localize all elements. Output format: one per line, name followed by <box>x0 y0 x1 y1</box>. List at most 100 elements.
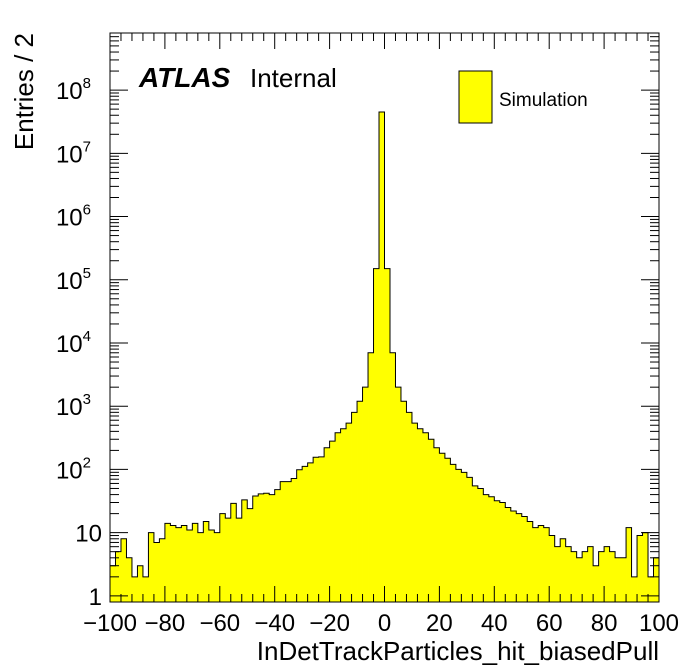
histogram-bar <box>648 576 654 602</box>
histogram-bar <box>280 481 287 602</box>
histogram-bar <box>527 521 534 602</box>
histogram-bar <box>159 538 166 602</box>
x-tick-label: −80 <box>145 610 186 637</box>
histogram-bar <box>192 523 199 602</box>
histogram-bar <box>417 428 424 602</box>
histogram-bar <box>247 508 254 602</box>
y-tick-label: 104 <box>56 328 91 358</box>
histogram-bar <box>400 401 407 602</box>
x-axis-ticks: −100 −80 −60 −40 −20 0 20 40 60 80 100 <box>83 33 679 637</box>
histogram-bar <box>466 477 473 602</box>
histogram-bar <box>428 439 435 602</box>
histogram-bar <box>230 503 237 602</box>
x-axis-title: InDetTrackParticles_hit_biasedPull <box>257 636 659 666</box>
histogram-bar <box>631 576 638 602</box>
histogram-bar <box>653 557 660 602</box>
y-tick-label: 102 <box>56 454 91 484</box>
histogram-bar <box>357 401 363 602</box>
histogram-bar <box>406 412 413 602</box>
histogram-bar <box>148 532 155 602</box>
histogram-bar <box>236 518 243 602</box>
histogram-bar <box>379 112 385 603</box>
x-tick-label: −40 <box>254 610 295 637</box>
y-tick-label: 103 <box>56 391 91 421</box>
histogram-bar <box>389 352 396 602</box>
histogram-bar <box>395 387 402 602</box>
histogram-bar <box>285 481 292 602</box>
histogram-bar <box>153 542 160 602</box>
histogram-bar <box>510 511 517 602</box>
histogram-bar <box>142 576 149 602</box>
histogram-bar <box>439 453 446 602</box>
x-tick-label: −20 <box>309 610 350 637</box>
histogram-bar <box>302 466 309 602</box>
histogram-bar <box>274 489 281 602</box>
histogram-bar <box>313 457 320 602</box>
histogram-bar <box>499 502 506 602</box>
histogram-bar <box>565 546 572 602</box>
histogram-bar <box>532 527 539 602</box>
histogram-bar <box>307 462 314 602</box>
x-tick-label: 80 <box>591 610 618 637</box>
histogram-bar <box>626 527 632 602</box>
histogram-bar <box>615 557 621 602</box>
histogram-bar <box>291 478 298 602</box>
histogram-bar <box>477 488 484 602</box>
histogram-bar <box>488 496 495 602</box>
x-tick-label: 40 <box>481 610 508 637</box>
histogram-bars <box>110 112 660 603</box>
x-tick-label: 0 <box>378 610 391 637</box>
y-tick-label: 108 <box>56 75 91 105</box>
histogram-bar <box>411 423 418 602</box>
histogram-bar <box>120 538 127 602</box>
histogram-bar <box>170 525 177 602</box>
histogram-bar <box>269 494 276 602</box>
x-tick-label: 20 <box>426 610 453 637</box>
histogram-bar <box>543 527 550 602</box>
histogram-bar <box>208 530 215 602</box>
atlas-sublabel: Internal <box>250 63 337 93</box>
histogram-bar <box>225 518 232 602</box>
histogram-bar <box>131 576 138 602</box>
histogram-bar <box>422 432 429 602</box>
histogram-bar <box>609 551 616 602</box>
y-axis-title: Entries / 2 <box>9 33 39 150</box>
y-axis-ticks: 1 10 102 103 104 105 106 107 108 <box>56 32 659 611</box>
histogram-bar <box>516 513 523 602</box>
y-tick-label: 1 <box>89 584 102 611</box>
y-tick-label: 105 <box>56 265 91 295</box>
legend: Simulation <box>458 70 588 124</box>
histogram-bar <box>258 493 265 602</box>
histogram-bar <box>433 447 440 602</box>
histogram-bar <box>175 527 182 602</box>
histogram-bar <box>203 521 210 602</box>
y-tick-label: 106 <box>56 202 91 232</box>
histogram-bar <box>593 565 600 602</box>
histogram-bar <box>219 513 226 602</box>
histogram-bar <box>137 565 144 602</box>
y-tick-label: 107 <box>56 138 91 168</box>
histogram-bar <box>444 458 451 602</box>
histogram-bar <box>252 496 259 602</box>
atlas-label: ATLAS <box>138 62 231 93</box>
y-tick-label: 10 <box>75 521 102 548</box>
x-tick-label: −100 <box>83 610 137 637</box>
histogram-bar <box>571 551 578 602</box>
histogram-bar <box>582 551 589 602</box>
histogram-bar <box>549 535 556 602</box>
legend-label-simulation: Simulation <box>499 90 588 111</box>
histogram-bar <box>318 456 325 602</box>
histogram-bar <box>620 557 627 602</box>
histogram-bar <box>576 557 583 602</box>
histogram-bar <box>126 557 133 602</box>
histogram-bar <box>505 507 512 602</box>
x-tick-label: 100 <box>639 610 679 637</box>
histogram-bar <box>346 423 352 602</box>
histogram-bar <box>351 412 358 602</box>
histogram-bar <box>483 494 490 602</box>
histogram-bar <box>296 469 303 602</box>
histogram-bar <box>455 469 462 602</box>
histogram-outline <box>110 111 659 578</box>
histogram-bar <box>538 525 545 602</box>
